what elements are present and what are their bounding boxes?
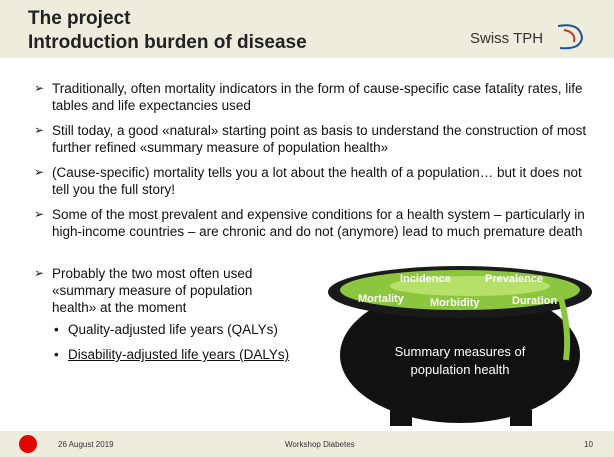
logo-icon (550, 20, 590, 54)
footer-dot (18, 434, 38, 454)
bullet: Still today, a good «natural» starting p… (52, 122, 592, 156)
footer-date: 26 August 2019 (58, 440, 114, 449)
bullet: Traditionally, often mortality indicator… (52, 80, 592, 114)
cauldron-caption: population health (410, 362, 509, 377)
cauldron-word: Morbidity (430, 297, 480, 309)
footer: 26 August 2019 Workshop Diabetes 10 (0, 431, 614, 457)
cauldron-word: Mortality (358, 293, 405, 305)
bullet: Some of the most prevalent and expensive… (52, 206, 597, 240)
cauldron-caption: Summary measures of (395, 344, 526, 359)
bullet: Probably the two most often used «summar… (52, 265, 297, 316)
footer-event: Workshop Diabetes (285, 440, 355, 449)
sub-bullet: Disability-adjusted life years (DALYs) (68, 347, 289, 362)
logo: Swiss TPH (470, 30, 543, 47)
slide: The project Introduction burden of disea… (0, 0, 614, 457)
cauldron-word: Prevalence (485, 273, 543, 285)
sub-bullet: Quality-adjusted life years (QALYs) (68, 322, 278, 337)
bullet: (Cause-specific) mortality tells you a l… (52, 164, 592, 198)
subtitle: Introduction burden of disease (28, 32, 307, 54)
cauldron-word: Incidence (400, 273, 451, 285)
footer-page: 10 (584, 440, 593, 449)
cauldron: Incidence Prevalence Mortality Morbidity… (320, 250, 610, 428)
title: The project (28, 8, 130, 30)
cauldron-word: Duration (512, 295, 558, 307)
header: The project Introduction burden of disea… (0, 0, 614, 58)
